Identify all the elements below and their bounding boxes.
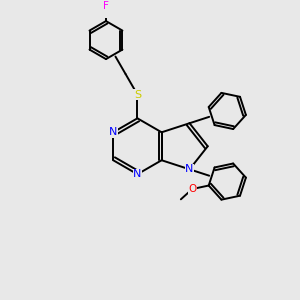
Text: N: N [133,169,142,179]
Text: O: O [188,184,196,194]
Text: F: F [103,1,109,11]
Text: N: N [109,127,117,137]
Text: N: N [185,164,194,174]
Text: S: S [134,90,141,100]
